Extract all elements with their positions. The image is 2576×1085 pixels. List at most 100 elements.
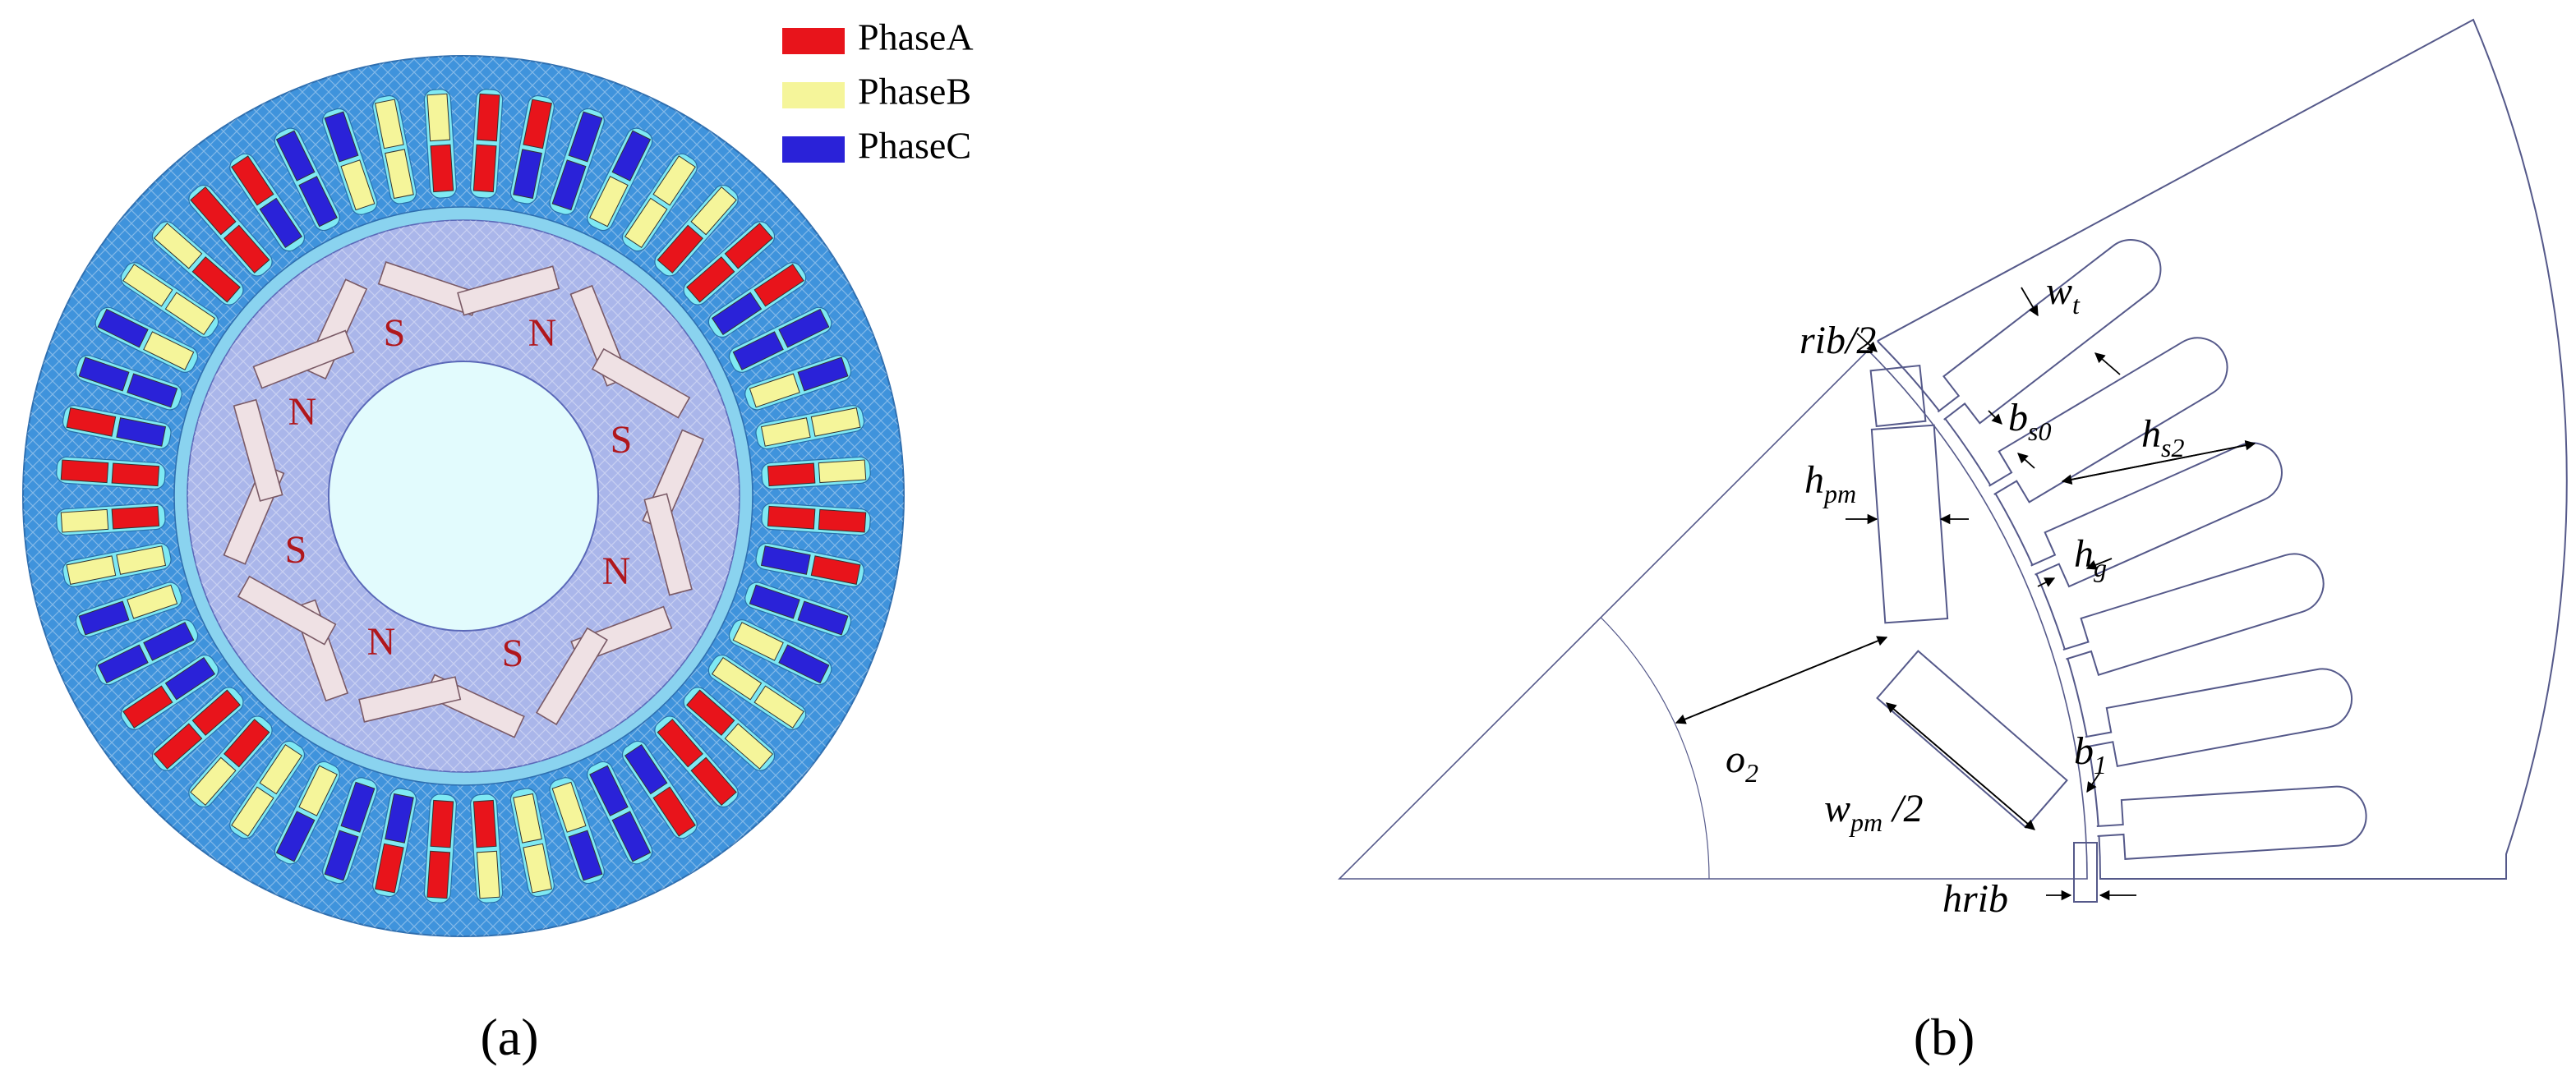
stator-slot xyxy=(621,740,698,839)
coil-outer xyxy=(78,356,130,392)
coil-outer xyxy=(426,93,451,142)
stator-slot xyxy=(470,89,504,199)
stator-slot xyxy=(470,793,504,903)
stator-slot xyxy=(2062,553,2325,676)
coil-outer xyxy=(78,600,130,636)
slot-outline xyxy=(2062,553,2325,676)
label-subscript: pm xyxy=(1849,807,1882,837)
coil-outer xyxy=(153,723,203,770)
stator-slot xyxy=(372,788,417,898)
label-subscript: s0 xyxy=(2028,416,2051,446)
coil-inner xyxy=(513,793,542,844)
rotor-outline xyxy=(1338,349,2088,880)
coil-outer xyxy=(818,459,867,484)
dimension-line xyxy=(1675,636,1888,724)
pole-label: N xyxy=(528,311,557,355)
coil-outer xyxy=(797,600,849,636)
coil-outer xyxy=(652,786,696,837)
magnet xyxy=(591,347,691,419)
stator-slot xyxy=(151,221,244,306)
coil-inner xyxy=(732,622,784,661)
coil-inner xyxy=(223,719,270,768)
label-subscript: pm xyxy=(1823,479,1856,508)
magnet xyxy=(358,676,462,723)
magnet xyxy=(252,329,355,389)
label-base: h xyxy=(2074,532,2094,576)
label-base: o xyxy=(1726,738,1745,781)
coil-outer xyxy=(122,264,173,307)
coil-outer xyxy=(810,555,861,585)
stator-slot xyxy=(1988,337,2228,503)
coil-outer xyxy=(324,830,359,881)
stator-slot xyxy=(744,355,852,411)
coil-inner xyxy=(127,584,178,619)
stator-slot xyxy=(423,89,457,199)
coil-inner xyxy=(385,149,414,200)
coil-outer xyxy=(690,186,737,236)
stator-slot xyxy=(2085,668,2353,767)
slot-outline xyxy=(2096,785,2367,860)
coil-inner xyxy=(711,292,763,335)
dimension-line xyxy=(2037,577,2056,587)
coil-inner xyxy=(551,781,587,833)
dimension-line xyxy=(1886,702,2035,830)
dimension-line xyxy=(2094,352,2121,375)
legend-swatch xyxy=(782,28,845,54)
stator-slot xyxy=(188,184,273,277)
coil-outer xyxy=(231,155,274,206)
label-subscript: s2 xyxy=(2161,433,2184,462)
coil-inner xyxy=(143,331,195,370)
stator-slot xyxy=(509,94,555,205)
stator-slot xyxy=(728,619,832,686)
dimension-line xyxy=(2086,771,2101,793)
legend-label: PhaseC xyxy=(858,125,971,167)
label-base: b xyxy=(2074,729,2094,773)
coil-outer xyxy=(190,756,237,807)
coil-inner xyxy=(340,781,376,833)
coil-inner xyxy=(686,256,735,303)
dimension-label: wt xyxy=(2046,269,2081,320)
coil-outer xyxy=(60,459,109,484)
coil-outer xyxy=(523,843,552,894)
coil-outer xyxy=(66,555,117,585)
stator-slot xyxy=(56,456,166,490)
dimension-line xyxy=(2085,558,2113,570)
rib xyxy=(2073,842,2098,903)
stator-slot xyxy=(94,619,199,686)
stator-slot xyxy=(761,456,871,490)
label-subscript: 2 xyxy=(1745,758,1758,788)
stator-slot xyxy=(274,127,340,232)
pole-label: S xyxy=(285,528,307,572)
coil-outer xyxy=(476,850,500,899)
pole-label: S xyxy=(502,632,524,675)
coil-outer xyxy=(724,723,774,770)
stator-slot xyxy=(94,306,199,373)
legend-swatch xyxy=(782,136,845,163)
stator-slot xyxy=(229,740,306,839)
stator-slot xyxy=(75,582,182,637)
coil-inner xyxy=(472,144,497,193)
label-suffix: /2 xyxy=(1882,787,1923,830)
slot-outline xyxy=(2085,668,2353,767)
label-subscript: g xyxy=(2094,553,2107,582)
stator-slot xyxy=(683,687,776,771)
coil-inner xyxy=(551,159,587,211)
coil-inner xyxy=(430,799,454,848)
coil-inner xyxy=(589,765,629,816)
coil-inner xyxy=(589,176,629,228)
coil-inner xyxy=(191,689,241,736)
coil-outer xyxy=(426,850,451,899)
stator-slot xyxy=(120,654,219,730)
label-base: h xyxy=(2141,412,2161,456)
coil-outer xyxy=(652,155,696,206)
angle-arc xyxy=(1600,617,1710,880)
coil-inner xyxy=(472,799,497,848)
coil-outer xyxy=(275,130,316,182)
dimension-label: rib/2 xyxy=(1800,319,1876,362)
dimension-label: hg xyxy=(2074,532,2107,582)
coil-outer xyxy=(60,508,109,533)
coil-inner xyxy=(111,462,160,487)
coil-inner xyxy=(657,719,703,768)
coil-outer xyxy=(753,264,804,307)
stator-slot xyxy=(2030,442,2283,588)
